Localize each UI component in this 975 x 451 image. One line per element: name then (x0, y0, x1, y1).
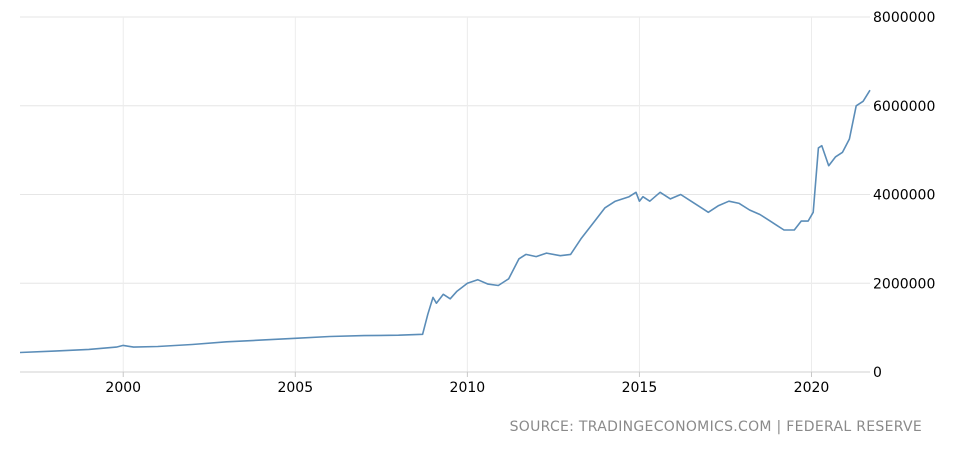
y-tick-label: 4000000 (873, 188, 935, 204)
y-tick-label: 8000000 (873, 10, 935, 26)
x-tick-label: 2005 (277, 380, 313, 396)
series-line (19, 89, 871, 354)
x-tick-label: 2010 (450, 380, 486, 396)
y-axis-ticks: 0 2000000 4000000 6000000 8000000 (873, 10, 935, 381)
y-tick-label: 6000000 (873, 99, 935, 115)
x-tick-label: 2020 (794, 380, 830, 396)
x-axis-ticks: 2000 2005 2010 2015 2020 (105, 372, 829, 396)
x-tick-label: 2015 (622, 380, 658, 396)
grid-lines (20, 16, 870, 372)
x-tick-label: 2000 (105, 380, 141, 396)
y-tick-label: 2000000 (873, 276, 935, 292)
source-label: SOURCE: TRADINGECONOMICS.COM | FEDERAL R… (509, 419, 922, 435)
y-tick-label: 0 (873, 365, 882, 381)
